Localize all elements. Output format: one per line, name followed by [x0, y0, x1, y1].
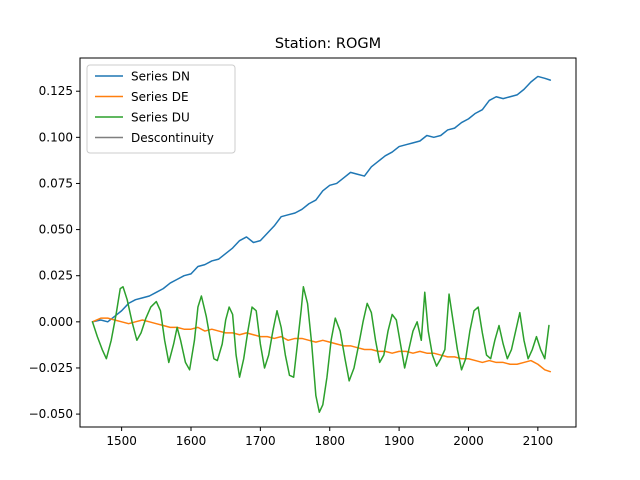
y-tick-label: 0.075 — [39, 176, 73, 190]
y-tick-label: −0.050 — [29, 407, 73, 421]
x-tick-label: 2000 — [453, 434, 484, 448]
y-tick-label: 0.100 — [39, 130, 73, 144]
y-tick-label: 0.000 — [39, 315, 73, 329]
series-line-1 — [91, 317, 552, 373]
x-tick-label: 1700 — [245, 434, 276, 448]
legend-label-3: Descontinuity — [131, 131, 214, 145]
legend-label-1: Series DE — [131, 90, 189, 104]
y-tick-label: 0.125 — [39, 84, 73, 98]
chart-title: Station: ROGM — [275, 36, 381, 52]
legend: Series DN Series DE Series DU Descontinuity — [86, 64, 236, 154]
legend-label-2: Series DU — [131, 111, 190, 125]
y-tick-label: −0.025 — [29, 361, 73, 375]
x-tick-label: 1800 — [314, 434, 345, 448]
series-line-0 — [91, 75, 552, 323]
y-axis: −0.050 −0.025 0.000 0.025 0.050 0.075 0.100 0.1… — [29, 84, 80, 421]
y-tick-label: 0.025 — [39, 269, 73, 283]
x-tick-label: 1600 — [176, 434, 207, 448]
y-tick-label: 0.050 — [39, 223, 73, 237]
x-tick-label: 1500 — [106, 434, 137, 448]
series-layer — [91, 75, 552, 413]
legend-label-0: Series DN — [131, 70, 190, 84]
legend-box — [86, 64, 236, 154]
x-axis: 1500 1600 1700 1800 1900 2000 2100 — [106, 427, 553, 448]
series-line-2 — [91, 286, 550, 413]
x-tick-label: 2100 — [523, 434, 554, 448]
plot-frame — [79, 57, 577, 428]
x-tick-label: 1900 — [384, 434, 415, 448]
